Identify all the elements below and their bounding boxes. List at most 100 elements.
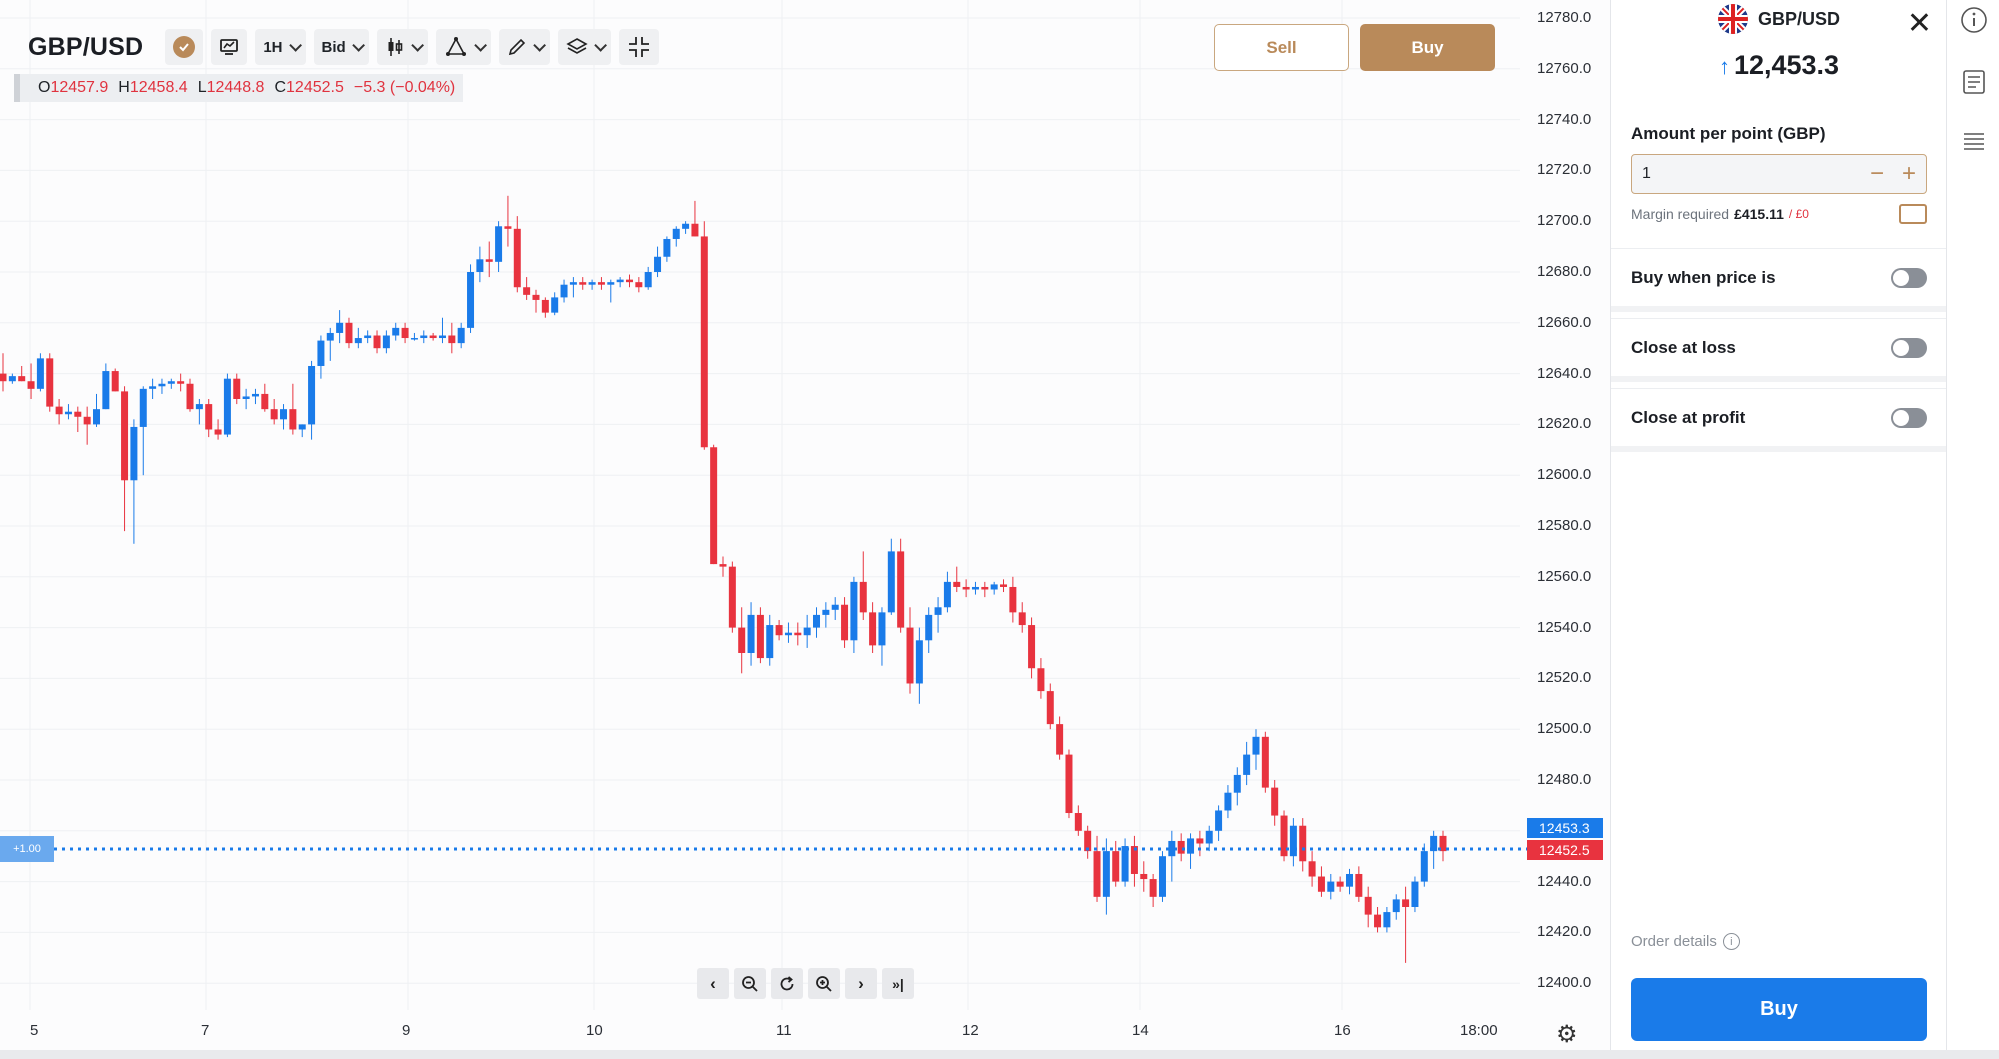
candle-body	[448, 335, 456, 344]
info-icon[interactable]	[1960, 6, 1988, 34]
order-details-label: Order details	[1631, 933, 1717, 950]
candle-body	[915, 640, 923, 684]
news-icon[interactable]	[1960, 68, 1988, 96]
info-icon[interactable]: i	[1722, 933, 1740, 950]
buy-button-top[interactable]: Buy	[1360, 24, 1495, 71]
candle-body	[336, 322, 344, 333]
close-icon[interactable]: ✕	[1906, 7, 1932, 40]
candle-body	[766, 625, 774, 659]
scroll-right-button[interactable]: ›	[845, 968, 877, 999]
candle-body	[326, 332, 334, 341]
amount-label: Amount per point (GBP)	[1631, 124, 1826, 143]
chevron-down-icon	[532, 38, 546, 52]
candle-body	[1280, 815, 1288, 857]
price-axis-label: 12500.0	[1537, 720, 1592, 738]
buy-button[interactable]: Buy	[1631, 978, 1927, 1041]
scroll-to-latest-button[interactable]: »|	[882, 968, 914, 999]
pencil-select[interactable]	[498, 29, 550, 65]
chart-type-select[interactable]	[376, 29, 428, 65]
candle-body	[1009, 586, 1017, 613]
ohlc-close-label: C	[274, 79, 287, 96]
collapse-icon	[628, 37, 649, 57]
increase-button[interactable]: +	[1901, 160, 1916, 187]
candle-body	[1364, 896, 1372, 915]
toggle-close-at-loss[interactable]: Close at loss	[1611, 318, 1947, 382]
candle-body	[177, 381, 185, 384]
candle-body	[74, 411, 82, 417]
candle-body	[784, 632, 792, 636]
candle-body	[532, 294, 540, 300]
candle-body	[1374, 914, 1382, 928]
price-axis-label: 12480.0	[1537, 771, 1592, 788]
zoom-out-button[interactable]	[734, 968, 766, 999]
candle-body	[551, 297, 559, 313]
candle-body	[1402, 899, 1410, 907]
price-chart[interactable]	[0, 0, 1610, 1050]
reset-button[interactable]	[771, 968, 803, 999]
layers-select[interactable]	[557, 29, 611, 65]
zoom-out-icon	[742, 975, 758, 992]
order-book-icon[interactable]	[1960, 128, 1988, 156]
price-axis-label: 12440.0	[1537, 872, 1592, 890]
margin-value: £415.11	[1734, 206, 1784, 222]
candle-body	[261, 393, 269, 410]
candle-body	[280, 409, 288, 420]
candle-body	[242, 396, 250, 399]
candle-body	[878, 612, 886, 646]
candle-body	[663, 238, 671, 257]
candle-body	[457, 327, 465, 344]
candle-body	[36, 358, 44, 389]
calculator-icon[interactable]	[1899, 204, 1927, 224]
candle-body	[485, 259, 493, 262]
order-details[interactable]: Order details i	[1631, 933, 1740, 950]
candle-body	[345, 322, 353, 344]
collapse-button[interactable]	[618, 29, 659, 65]
bottom-strip	[0, 1050, 1999, 1059]
candle-body	[1130, 846, 1138, 874]
sell-button[interactable]: Sell	[1214, 24, 1349, 71]
zoom-in-button[interactable]	[808, 968, 840, 999]
amount-input[interactable]: 1 − +	[1631, 154, 1927, 194]
candle-body	[93, 409, 101, 425]
candle-body	[83, 416, 91, 425]
check-badge-button[interactable]	[165, 29, 204, 65]
candle-body	[1392, 899, 1400, 913]
drawing-tools-select[interactable]	[435, 29, 491, 65]
symbol-title[interactable]: GBP/USD	[28, 32, 144, 61]
chart-settings-icon[interactable]: ⚙	[1556, 1021, 1578, 1048]
indicators-button[interactable]	[211, 29, 248, 65]
toggle-close-at-profit[interactable]: Close at profit	[1611, 388, 1947, 452]
candle-body	[467, 272, 475, 328]
toggle-buy-when-price[interactable]: Buy when price is	[1611, 248, 1947, 312]
price-type-value: Bid	[321, 38, 346, 56]
toggle-switch[interactable]	[1891, 337, 1927, 358]
price-type-select[interactable]: Bid	[313, 29, 369, 65]
candle-body	[1065, 754, 1073, 814]
candle-body	[1187, 838, 1195, 854]
time-axis-label: 5	[30, 1022, 39, 1039]
ohlc-high-label: H	[118, 79, 130, 96]
decrease-button[interactable]: −	[1869, 160, 1884, 187]
indicators-icon	[220, 39, 239, 55]
amount-value[interactable]: 1	[1642, 165, 1651, 182]
drawing-tools-icon	[445, 37, 466, 56]
chevron-down-icon	[351, 38, 365, 52]
candle-body	[841, 604, 849, 641]
interval-select[interactable]: 1H	[255, 29, 306, 65]
candle-body	[1439, 835, 1447, 852]
candle-body	[1037, 668, 1045, 692]
scroll-left-button[interactable]: ‹	[697, 968, 729, 999]
candle-body	[654, 256, 662, 272]
candle-body	[803, 627, 811, 636]
time-axis-label: 18:00	[1460, 1022, 1498, 1039]
toggle-switch[interactable]	[1891, 407, 1927, 428]
price-axis-label: 12640.0	[1537, 364, 1592, 382]
toggle-switch[interactable]	[1891, 267, 1927, 288]
ohlc-open: 12457.9	[50, 79, 109, 96]
candle-body	[1205, 830, 1213, 844]
candle-body	[64, 411, 72, 415]
position-tag[interactable]: +1.00	[0, 836, 54, 862]
ohlc-high: 12458.4	[129, 79, 188, 96]
candle-body	[1317, 876, 1325, 892]
chart-pane[interactable]: GBP/USD 1H Bid	[0, 0, 1610, 1050]
